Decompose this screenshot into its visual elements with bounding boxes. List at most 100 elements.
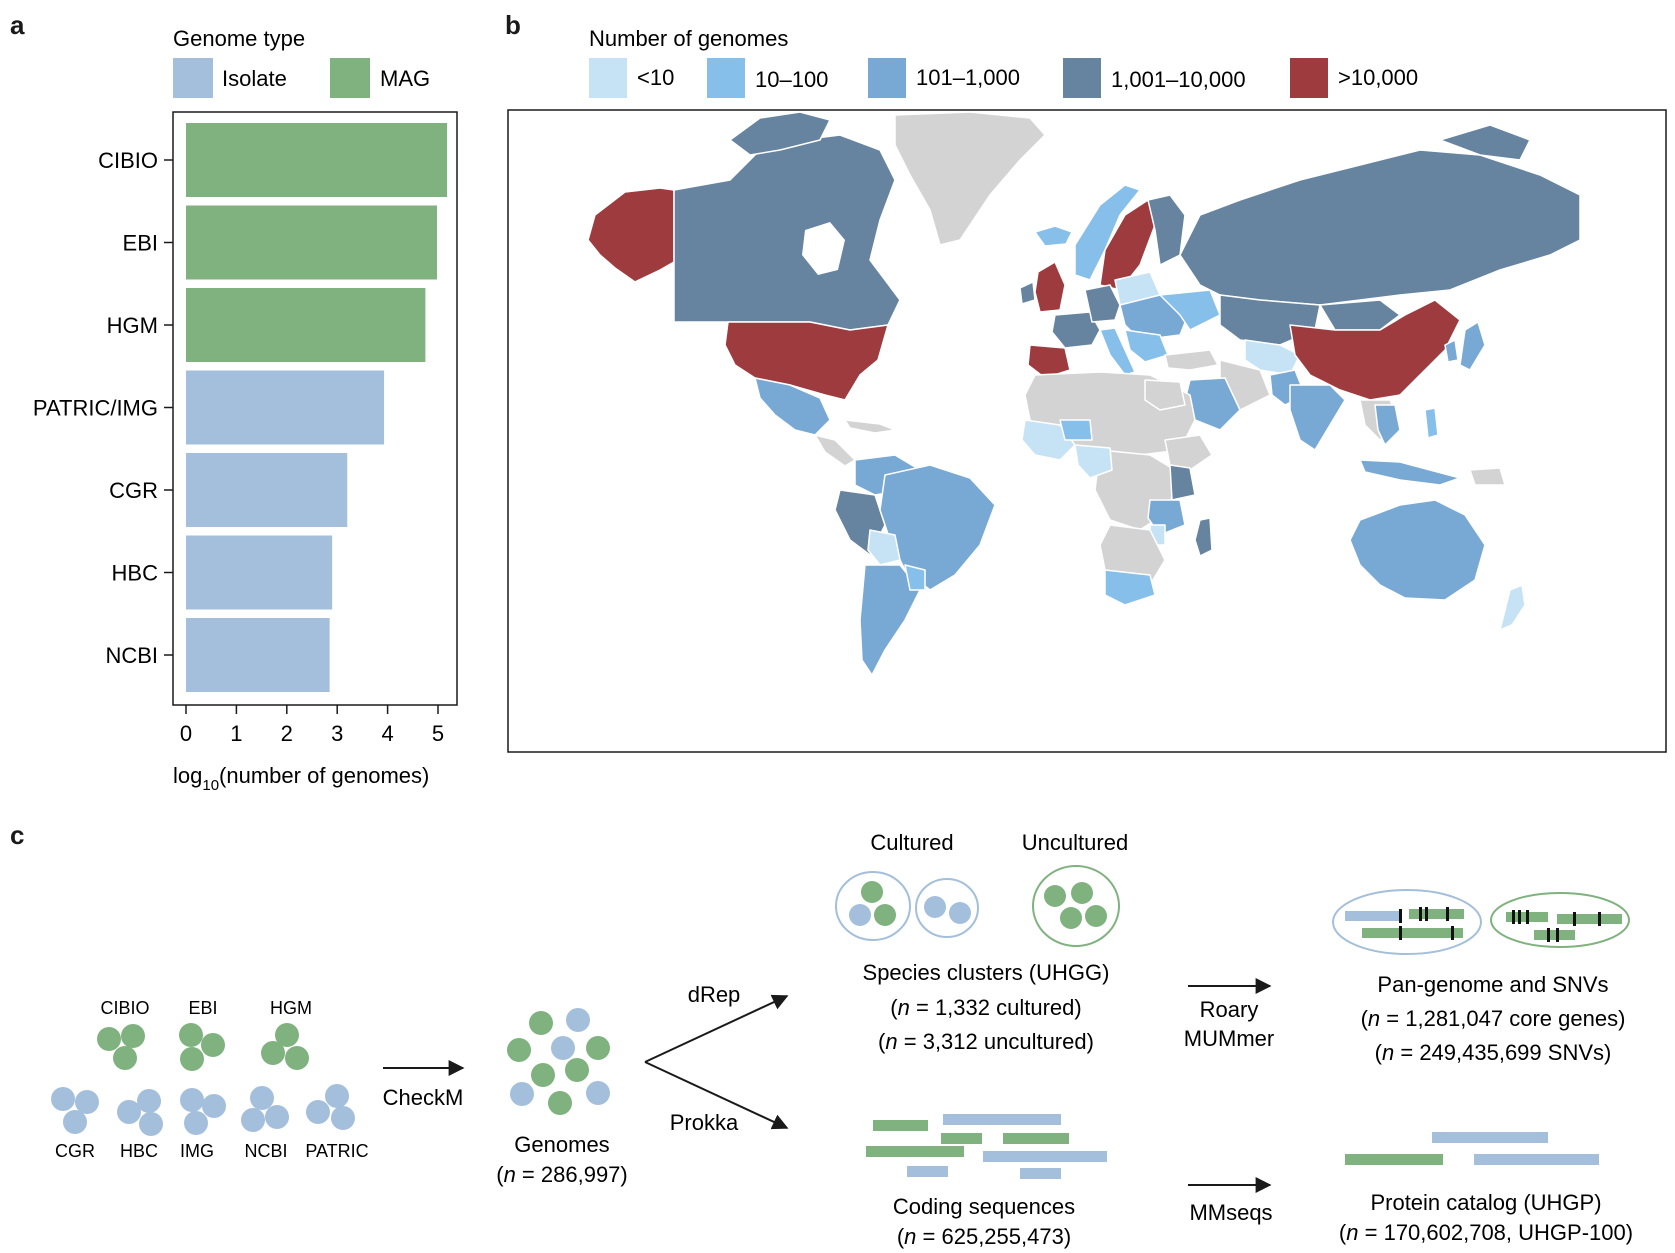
region-germany xyxy=(1084,284,1121,323)
plot-frame xyxy=(172,111,458,706)
world-map xyxy=(587,111,1581,676)
y-tick-label: EBI xyxy=(123,231,158,256)
region-thailand-vietnam xyxy=(1374,404,1401,446)
region-new-zealand xyxy=(1499,584,1526,631)
map-legend-swatch-10-100 xyxy=(707,58,745,98)
genomes-pool-dots xyxy=(507,1008,610,1115)
coding-sequences-label: Coding sequences xyxy=(893,1194,1075,1219)
map-legend-label-101-1000: 101–1,000 xyxy=(916,65,1020,90)
region-caribbean xyxy=(844,419,896,434)
bars-group: CIBIO EBI HGM PATRIC/IMG CGR HBC NCBI 0 1 2 3 4 5 xyxy=(33,123,448,746)
map-legend-label-1001-10000: 1,001–10,000 xyxy=(1111,67,1246,92)
region-italy xyxy=(1099,327,1136,376)
region-bolivia xyxy=(867,529,901,566)
panel-letter-a: a xyxy=(10,10,25,40)
map-legend-swatch-gt10000 xyxy=(1290,58,1328,98)
region-madagascar xyxy=(1194,517,1213,557)
region-ukraine xyxy=(1159,289,1221,331)
region-gabon-cameroon xyxy=(1074,444,1113,479)
region-turkey xyxy=(1164,349,1219,371)
bar-hbc xyxy=(186,535,333,610)
x-tick-label: 5 xyxy=(432,721,444,746)
genome-source-bar-chart: Genome type Isolate MAG CIBIO EBI HGM PATRI… xyxy=(33,26,458,794)
roary-label: Roary xyxy=(1200,997,1259,1022)
coding-sequences-count: (n = 625,255,473) xyxy=(897,1224,1071,1249)
y-tick-label: PATRIC/IMG xyxy=(33,396,158,421)
region-canada-islands xyxy=(729,111,831,156)
y-tick-label: CIBIO xyxy=(98,148,158,173)
region-indonesia xyxy=(1359,459,1461,486)
world-map-panel: Number of genomes <10 10–100 101–1,000 1… xyxy=(507,26,1667,753)
region-egypt xyxy=(1144,379,1186,411)
legend-swatch-mag xyxy=(330,58,370,98)
region-brazil xyxy=(879,464,996,591)
mmseqs-label: MMseqs xyxy=(1189,1200,1272,1225)
panel-letter-b: b xyxy=(505,10,521,40)
region-alaska xyxy=(587,187,675,283)
region-china xyxy=(1289,299,1461,401)
region-ethiopia xyxy=(1164,434,1213,471)
region-paraguay xyxy=(904,564,926,591)
region-burkina xyxy=(1059,419,1093,441)
protein-catalog-count: (n = 170,602,708, UHGP-100) xyxy=(1339,1220,1633,1245)
region-mongolia xyxy=(1319,299,1401,331)
region-usa xyxy=(724,321,889,401)
map-legend-label-lt10: <10 xyxy=(637,65,674,90)
region-india xyxy=(1289,384,1346,451)
region-iceland xyxy=(1034,225,1073,247)
source-label-cgr: CGR xyxy=(55,1141,95,1161)
map-legend-swatch-1001-10000 xyxy=(1063,58,1101,98)
y-tick-label: HBC xyxy=(112,561,159,586)
map-legend-label-10-100: 10–100 xyxy=(755,67,828,92)
region-south-africa xyxy=(1104,569,1156,606)
genomes-label: Genomes xyxy=(514,1132,609,1157)
region-hudson-bay xyxy=(802,222,845,275)
region-philippines xyxy=(1424,407,1439,439)
region-australia xyxy=(1349,499,1486,601)
genomes-count: (n = 286,997) xyxy=(496,1162,628,1187)
y-tick-label: HGM xyxy=(107,313,158,338)
region-japan xyxy=(1459,321,1486,371)
map-legend-label-gt10000: >10,000 xyxy=(1338,65,1418,90)
source-label-patric: PATRIC xyxy=(305,1141,368,1161)
pangenome-genes-count: (n = 1,281,047 core genes) xyxy=(1361,1006,1626,1031)
species-clusters-label: Species clusters (UHGG) xyxy=(863,960,1110,985)
source-label-ncbi: NCBI xyxy=(244,1141,287,1161)
map-legend-swatch-lt10 xyxy=(589,58,627,98)
pangenome-snvs-count: (n = 249,435,699 SNVs) xyxy=(1375,1040,1612,1065)
map-legend-title: Number of genomes xyxy=(589,26,788,51)
region-central-america xyxy=(814,434,856,467)
species-clusters-icons xyxy=(835,865,1120,947)
bar-ebi xyxy=(186,205,437,280)
region-norway xyxy=(1074,184,1141,281)
mag-source-dots xyxy=(97,1023,309,1071)
isolate-source-dots xyxy=(51,1084,355,1136)
map-legend-swatch-101-1000 xyxy=(868,58,906,98)
uncultured-label: Uncultured xyxy=(1022,830,1128,855)
prokka-arrow xyxy=(644,1061,789,1130)
panel-letter-c: c xyxy=(10,820,25,850)
legend-title-genome-type: Genome type xyxy=(173,26,305,51)
legend-swatch-isolate xyxy=(173,58,213,98)
bar-cgr xyxy=(186,453,348,527)
source-label-hgm: HGM xyxy=(270,998,312,1018)
checkm-label: CheckM xyxy=(383,1085,464,1110)
pangenome-icons xyxy=(1332,889,1630,955)
x-tick-label: 4 xyxy=(381,721,393,746)
protein-catalog-label: Protein catalog (UHGP) xyxy=(1370,1190,1601,1215)
legend-label-isolate: Isolate xyxy=(222,66,287,91)
species-uncultured-count: (n = 3,312 uncultured) xyxy=(878,1029,1094,1054)
legend-label-mag: MAG xyxy=(380,66,430,91)
region-balkans xyxy=(1124,329,1169,363)
drep-arrow xyxy=(644,994,789,1063)
source-label-hbc: HBC xyxy=(120,1141,158,1161)
species-cultured-count: (n = 1,332 cultured) xyxy=(890,995,1081,1020)
bar-cibio xyxy=(186,123,448,197)
x-tick-label: 2 xyxy=(281,721,293,746)
prokka-label: Prokka xyxy=(670,1110,739,1135)
x-tick-label: 3 xyxy=(331,721,343,746)
source-label-cibio: CIBIO xyxy=(100,998,149,1018)
bar-ncbi xyxy=(186,618,330,692)
x-axis-label: log10(number of genomes) xyxy=(173,763,429,794)
bar-patric-img xyxy=(186,370,385,445)
